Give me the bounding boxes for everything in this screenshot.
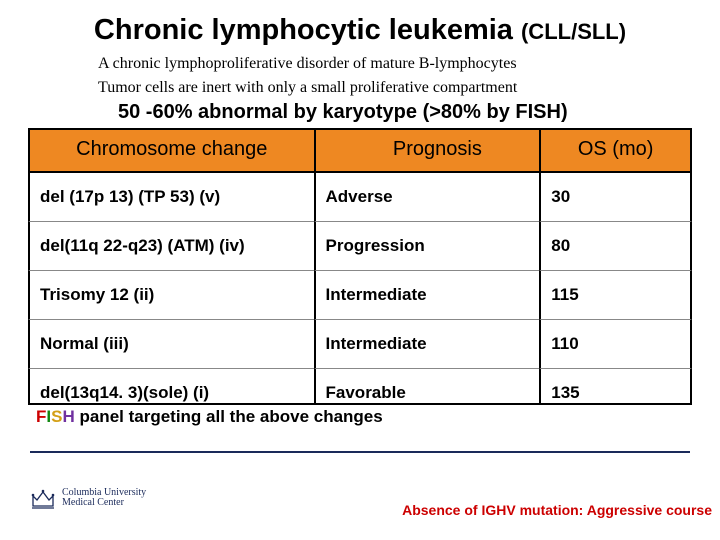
- cell-chromosome: Normal (iii): [28, 320, 314, 369]
- cell-os: 30: [539, 173, 692, 222]
- table-row: Trisomy 12 (ii) Intermediate 115: [28, 271, 692, 320]
- table-header-row: Chromosome change Prognosis OS (mo): [28, 128, 692, 173]
- cell-chromosome: del (17p 13) (TP 53) (v): [28, 173, 314, 222]
- fish-letter-f: F: [36, 407, 46, 426]
- cell-prognosis: Intermediate: [314, 271, 540, 320]
- fish-panel-line: FISH panel targeting all the above chang…: [0, 405, 720, 427]
- table-row: del(13q14. 3)(sole) (i) Favorable 135: [28, 369, 692, 405]
- cell-os: 135: [539, 369, 692, 405]
- col-header-chromosome: Chromosome change: [28, 128, 314, 173]
- crown-icon: [30, 486, 56, 510]
- table-row: del (17p 13) (TP 53) (v) Adverse 30: [28, 173, 692, 222]
- table-row: del(11q 22-q23) (ATM) (iv) Progression 8…: [28, 222, 692, 271]
- logo-text: Columbia University Medical Center: [62, 488, 146, 509]
- footer-note: Absence of IGHV mutation: Aggressive cou…: [402, 502, 712, 518]
- cell-chromosome: del(11q 22-q23) (ATM) (iv): [28, 222, 314, 271]
- prognosis-table: Chromosome change Prognosis OS (mo) del …: [28, 128, 692, 405]
- slide: Chronic lymphocytic leukemia (CLL/SLL) A…: [0, 0, 720, 540]
- title-main: Chronic lymphocytic leukemia: [94, 14, 521, 46]
- fish-letter-h: H: [62, 407, 74, 426]
- cell-prognosis: Favorable: [314, 369, 540, 405]
- page-title: Chronic lymphocytic leukemia (CLL/SLL): [0, 14, 720, 51]
- cell-os: 80: [539, 222, 692, 271]
- cell-chromosome: Trisomy 12 (ii): [28, 271, 314, 320]
- divider: [30, 451, 690, 453]
- col-header-os: OS (mo): [539, 128, 692, 173]
- logo-line2: Medical Center: [62, 498, 146, 509]
- fish-rest: panel targeting all the above changes: [75, 407, 383, 426]
- cell-prognosis: Intermediate: [314, 320, 540, 369]
- logo: Columbia University Medical Center: [30, 486, 146, 510]
- karyotype-line: 50 -60% abnormal by karyotype (>80% by F…: [0, 99, 720, 128]
- cell-os: 115: [539, 271, 692, 320]
- title-sub: (CLL/SLL): [521, 19, 626, 44]
- subtitle-2: Tumor cells are inert with only a small …: [0, 75, 720, 99]
- cell-os: 110: [539, 320, 692, 369]
- cell-prognosis: Progression: [314, 222, 540, 271]
- fish-letter-s: S: [51, 407, 62, 426]
- table-row: Normal (iii) Intermediate 110: [28, 320, 692, 369]
- cell-chromosome: del(13q14. 3)(sole) (i): [28, 369, 314, 405]
- subtitle-1: A chronic lymphoproliferative disorder o…: [0, 51, 720, 75]
- col-header-prognosis: Prognosis: [314, 128, 540, 173]
- cell-prognosis: Adverse: [314, 173, 540, 222]
